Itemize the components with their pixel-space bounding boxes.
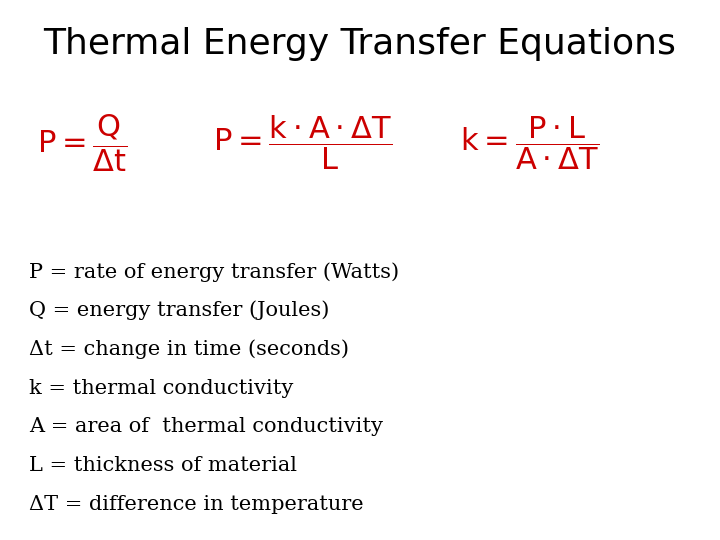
Text: Thermal Energy Transfer Equations: Thermal Energy Transfer Equations — [44, 27, 676, 61]
Text: ΔT = difference in temperature: ΔT = difference in temperature — [29, 495, 364, 514]
Text: P = rate of energy transfer (Watts): P = rate of energy transfer (Watts) — [29, 262, 399, 281]
Text: $\mathrm{k} = \dfrac{\mathrm{P} \cdot \mathrm{L}}{\mathrm{A} \cdot \Delta \mathr: $\mathrm{k} = \dfrac{\mathrm{P} \cdot \m… — [459, 114, 599, 172]
Text: A = area of  thermal conductivity: A = area of thermal conductivity — [29, 417, 383, 436]
Text: $\mathrm{P} = \dfrac{\mathrm{Q}}{\Delta \mathrm{t}}$: $\mathrm{P} = \dfrac{\mathrm{Q}}{\Delta … — [37, 112, 128, 174]
Text: Δt = change in time (seconds): Δt = change in time (seconds) — [29, 340, 348, 359]
Text: L = thickness of material: L = thickness of material — [29, 456, 297, 475]
Text: k = thermal conductivity: k = thermal conductivity — [29, 379, 293, 397]
Text: Q = energy transfer (Joules): Q = energy transfer (Joules) — [29, 301, 329, 320]
Text: $\mathrm{P} = \dfrac{\mathrm{k} \cdot \mathrm{A} \cdot \Delta \mathrm{T}}{\mathr: $\mathrm{P} = \dfrac{\mathrm{k} \cdot \m… — [213, 114, 392, 172]
